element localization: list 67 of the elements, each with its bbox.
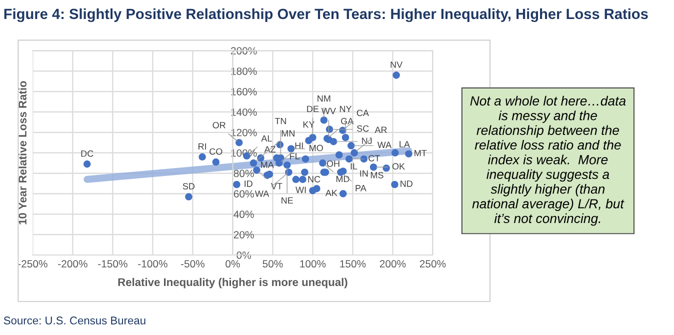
y-tick-label: 120% [231,128,257,136]
annotation: DE [307,106,319,112]
annotation: AZ [264,146,276,152]
annotation: WA [254,190,270,197]
annotation: GA [341,118,354,124]
annotation: DC [81,150,94,157]
annotation: MO [310,144,323,152]
chart-title: Figure 4: Slightly Positive Relationship Over Ten Tears: Higher Inequality, Higher Loss Ratios [4,8,648,22]
annotation: CA [356,110,369,116]
annotation: IL [350,163,358,170]
y-axis-title: 10 Year Relative Loss Ratio [18,81,26,224]
y-tick-label: 60% [234,190,254,198]
y-tick-label: 140% [231,108,257,116]
x-tick-label: -250% [18,260,48,268]
x-tick-label: 100% [300,260,326,268]
annotation: LA [400,141,410,148]
annotation: OK [392,163,405,170]
annotation: ID [244,180,252,187]
annotation: MS [370,172,384,178]
annotation: NM [318,95,330,102]
annotation: NC [308,176,320,182]
annotation: AK [325,190,338,196]
x-tick-label: -150% [98,260,128,268]
annotation: WI [296,186,306,193]
annotation: MT [414,150,427,156]
annotation: AR [374,126,387,133]
text: Not a whole lot here…data is messy and the relationship between the relative loss ratio and the index is weak. More inequality suggests a slightly higher (than national average) L/R, but it’s not convincing. [470,96,626,226]
x-tick-label: -200% [58,260,88,268]
annotation: VT [270,182,282,190]
annotation: AL [261,135,272,142]
annotation: OH [326,160,340,167]
annotation: KY [303,121,315,128]
annotation: MA [261,162,274,168]
y-tick-label: 160% [231,88,257,96]
x-tick-label: 150% [340,260,366,268]
annotation: CT [368,154,380,162]
annotation: OR [212,122,226,128]
x-tick-label: 0% [226,260,240,268]
source-note: Source: U.S. Census Bureau [4,316,146,324]
annotation: NE [282,197,293,204]
annotation: NV [390,62,403,68]
annotation: PA [356,185,366,192]
annotation: WA [377,142,392,148]
annotation: SC [356,125,369,132]
x-tick-label: 250% [420,260,446,268]
x-tick-label: 200% [380,260,406,268]
annotation: SD [182,183,195,190]
annotation: MD [336,176,350,182]
annotation: ND [400,180,412,187]
y-tick-label: 20% [234,231,254,238]
y-tick-label: 180% [231,68,257,75]
x-tick-label: -100% [138,260,168,268]
annotation: NY [340,106,352,112]
annotation: MN [282,130,294,136]
annotation: HI [295,142,303,149]
annotation: IN [360,170,368,177]
annotation: WV [321,108,336,114]
annotation: CO [210,148,222,155]
annotation: TN [274,118,286,124]
x-axis-title: Relative Inequality (higher is more unequal) [118,278,348,288]
y-tick-label: 80% [234,170,254,178]
annotation: RI [198,143,206,150]
x-tick-label: 50% [262,260,283,268]
annotation: FL [290,153,300,160]
annotation: NJ [362,138,372,144]
y-tick-label: 40% [234,210,254,218]
x-tick-label: -50% [181,260,204,268]
